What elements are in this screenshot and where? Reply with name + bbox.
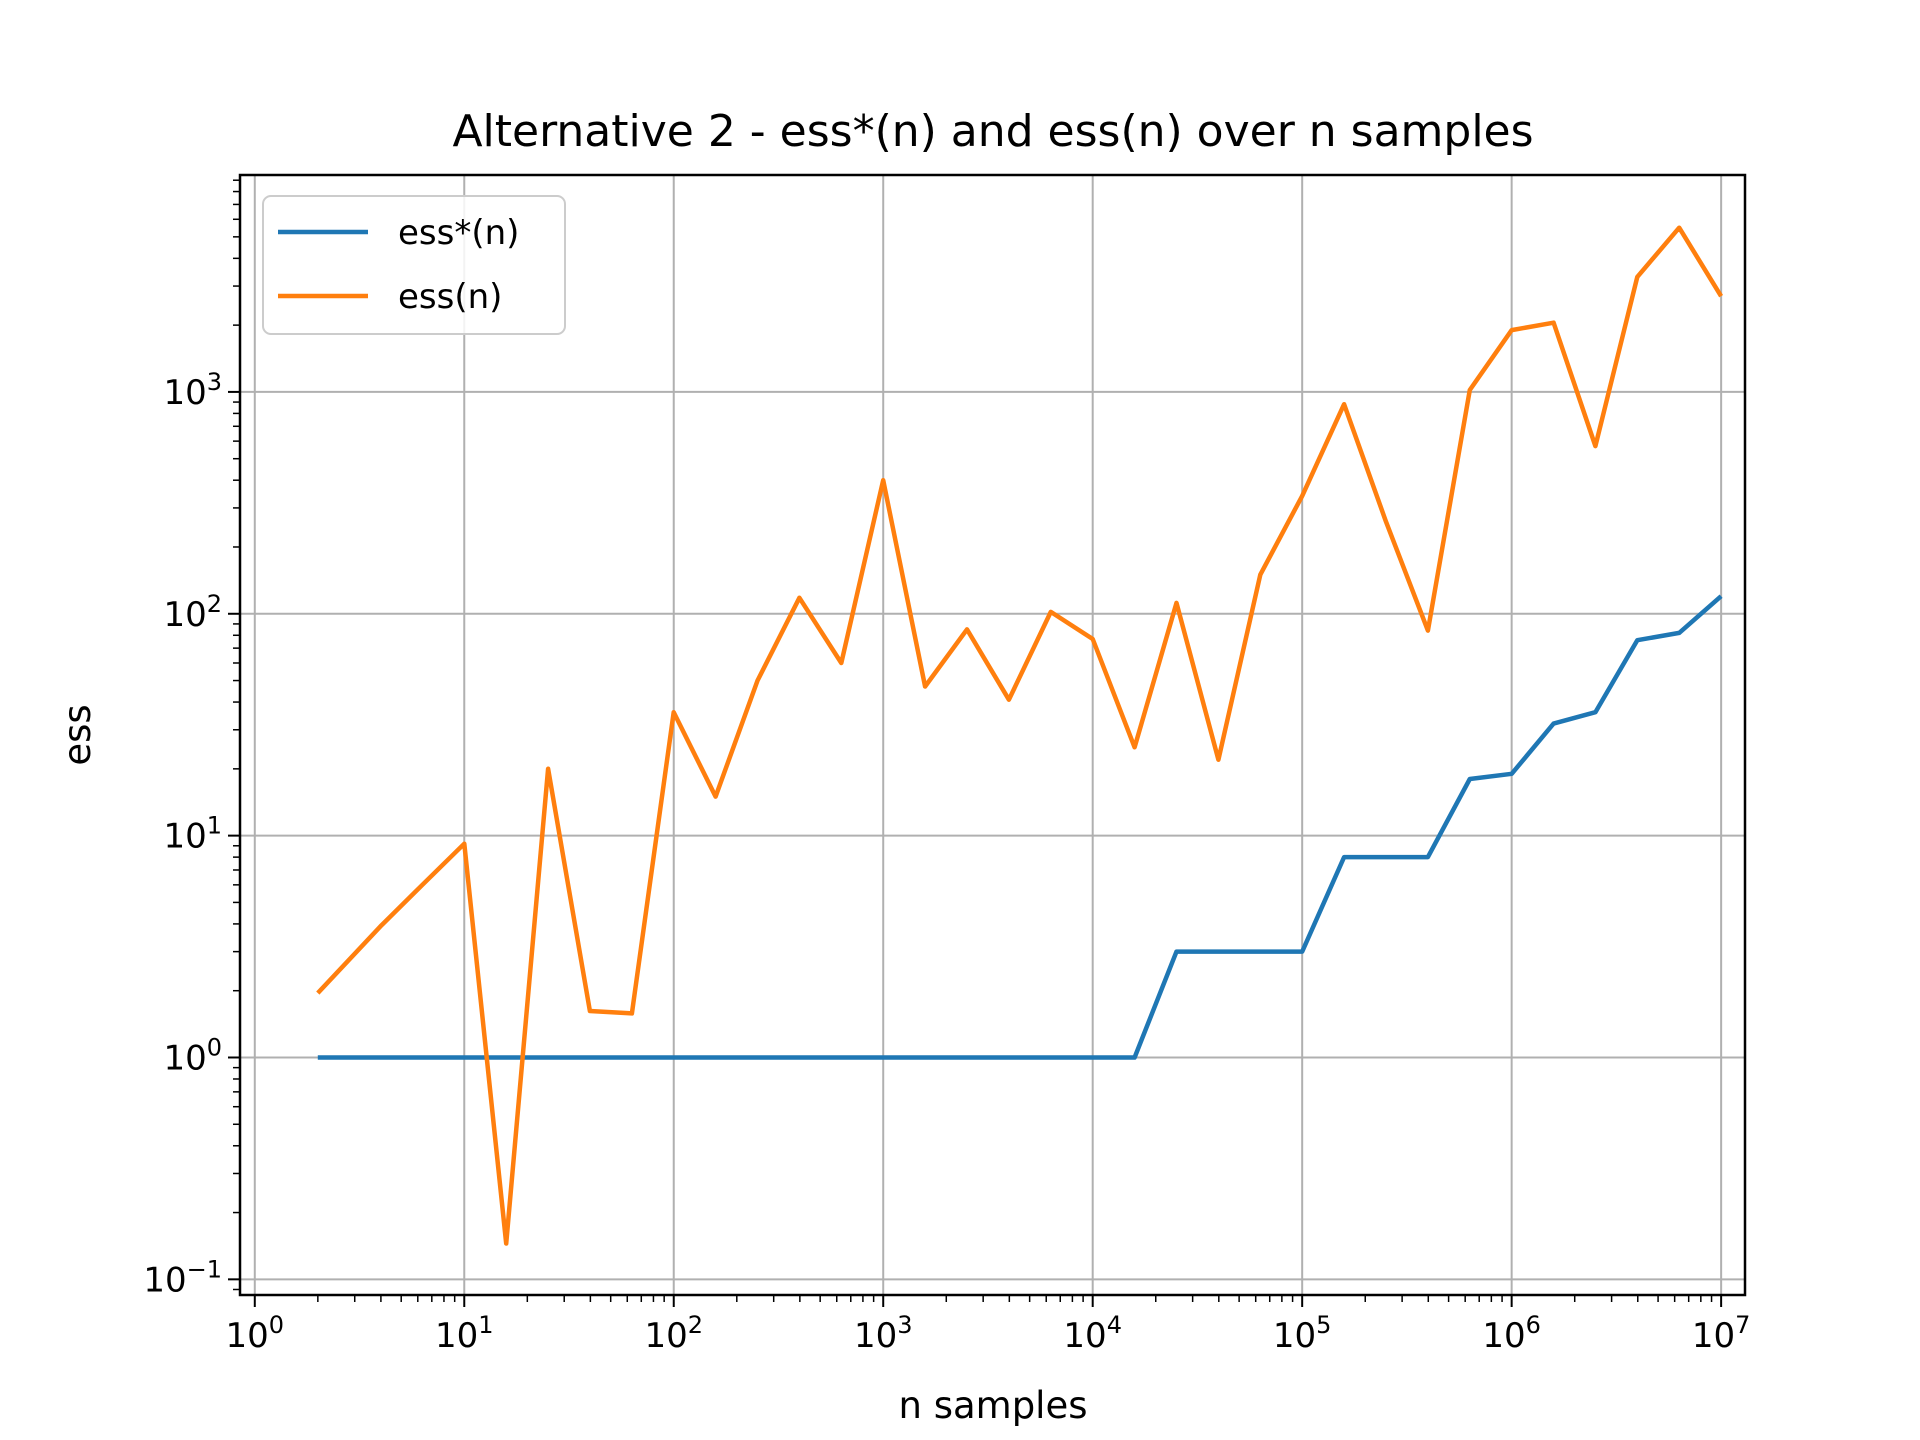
y-tick-label: 100	[163, 1033, 222, 1078]
chart-title: Alternative 2 - ess*(n) and ess(n) over …	[452, 106, 1533, 157]
y-tick-label: 102	[163, 590, 222, 635]
x-tick-label: 103	[854, 1311, 913, 1356]
x-tick-label: 107	[1692, 1311, 1751, 1356]
y-axis-ticks: 10−1 100 101 102 103	[143, 179, 240, 1300]
plot-frame	[238, 173, 1747, 1297]
x-tick-label: 104	[1063, 1311, 1122, 1356]
grid	[240, 175, 1745, 1295]
x-tick-label: 100	[226, 1311, 285, 1356]
series-lines	[316, 225, 1724, 1246]
legend-label: ess*(n)	[398, 213, 519, 253]
x-tick-label: 105	[1273, 1311, 1332, 1356]
y-axis-label: ess	[56, 704, 99, 765]
x-tick-label: 101	[435, 1311, 494, 1356]
x-axis-label: n samples	[898, 1384, 1087, 1427]
legend: ess*(n) ess(n)	[262, 195, 566, 335]
legend-label: ess(n)	[398, 277, 502, 317]
x-tick-label: 106	[1482, 1311, 1541, 1356]
series-line-ess	[316, 225, 1724, 1246]
y-tick-label: 103	[163, 368, 222, 413]
x-axis-ticks: 100 101 102 103 104 105 106 107	[226, 1295, 1751, 1356]
series-line-ess-star	[317, 594, 1723, 1060]
x-tick-label: 102	[644, 1311, 703, 1356]
y-tick-label: 10−1	[143, 1255, 222, 1300]
y-tick-label: 101	[163, 812, 222, 857]
